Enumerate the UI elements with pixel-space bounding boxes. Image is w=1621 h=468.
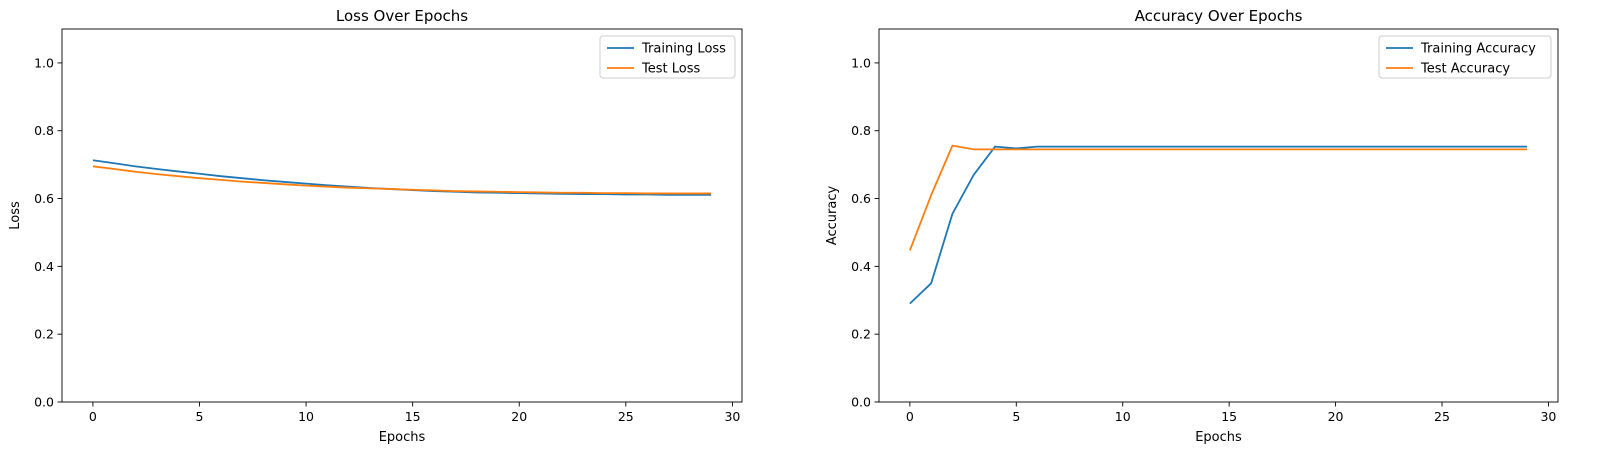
chart-loss: 0 5 10 15 20 25 30 0.0 0.2 0.4 0.6 0.8 1.0 Loss Over … xyxy=(8,7,743,445)
x-tick-label: 0 xyxy=(906,409,914,424)
y-tick-label: 1.0 xyxy=(34,55,54,70)
y-tick-label: 0.2 xyxy=(34,327,54,342)
legend: Training Loss Test Loss xyxy=(599,35,736,79)
y-tick-label: 0.4 xyxy=(851,259,871,274)
y-tick-label: 0.4 xyxy=(34,259,54,274)
x-tick-label: 10 xyxy=(298,409,314,424)
x-tick-label: 25 xyxy=(1434,409,1450,424)
x-tick-label: 20 xyxy=(511,409,527,424)
x-tick-label: 15 xyxy=(1221,409,1237,424)
x-axis-label: Epochs xyxy=(1195,430,1242,445)
x-tick-label: 10 xyxy=(1115,409,1131,424)
legend-label-1: Test Loss xyxy=(641,62,700,77)
y-tick-label: 0.8 xyxy=(851,123,871,138)
series-line-0 xyxy=(909,145,1528,305)
legend-label-0: Training Accuracy xyxy=(1420,42,1536,57)
chart-title: Accuracy Over Epochs xyxy=(1135,7,1303,25)
y-tick-label: 0.2 xyxy=(851,327,871,342)
y-tick-label: 0.6 xyxy=(851,191,871,206)
x-tick-label: 25 xyxy=(618,409,634,424)
y-axis-label: Accuracy xyxy=(825,186,840,246)
chart-title: Loss Over Epochs xyxy=(336,7,468,25)
y-axis-label: Loss xyxy=(8,201,23,230)
x-tick-label: 5 xyxy=(196,409,204,424)
y-tick-label: 0.0 xyxy=(851,395,871,410)
chart-accuracy: 0 5 10 15 20 25 30 0.0 0.2 0.4 0.6 0.8 1.0 Accuracy O… xyxy=(825,7,1559,445)
x-tick-label: 30 xyxy=(1540,409,1556,424)
x-tick-label: 15 xyxy=(405,409,421,424)
legend-label-0: Training Loss xyxy=(641,42,726,57)
x-axis-label: Epochs xyxy=(379,430,426,445)
x-tick-label: 0 xyxy=(89,409,97,424)
x-tick-label: 30 xyxy=(724,409,740,424)
legend-box xyxy=(1378,35,1552,79)
y-tick-label: 0.6 xyxy=(34,191,54,206)
axes-frame xyxy=(878,28,1559,403)
legend: Training Accuracy Test Accuracy xyxy=(1378,35,1552,79)
x-tick-label: 20 xyxy=(1328,409,1344,424)
series-line-1 xyxy=(909,144,1528,251)
series-line-1 xyxy=(92,165,712,195)
x-tick-label: 5 xyxy=(1012,409,1020,424)
axes-frame xyxy=(61,28,743,403)
y-tick-label: 0.8 xyxy=(34,123,54,138)
legend-label-1: Test Accuracy xyxy=(1420,62,1510,77)
y-tick-label: 0.0 xyxy=(34,395,54,410)
y-tick-label: 1.0 xyxy=(851,55,871,70)
